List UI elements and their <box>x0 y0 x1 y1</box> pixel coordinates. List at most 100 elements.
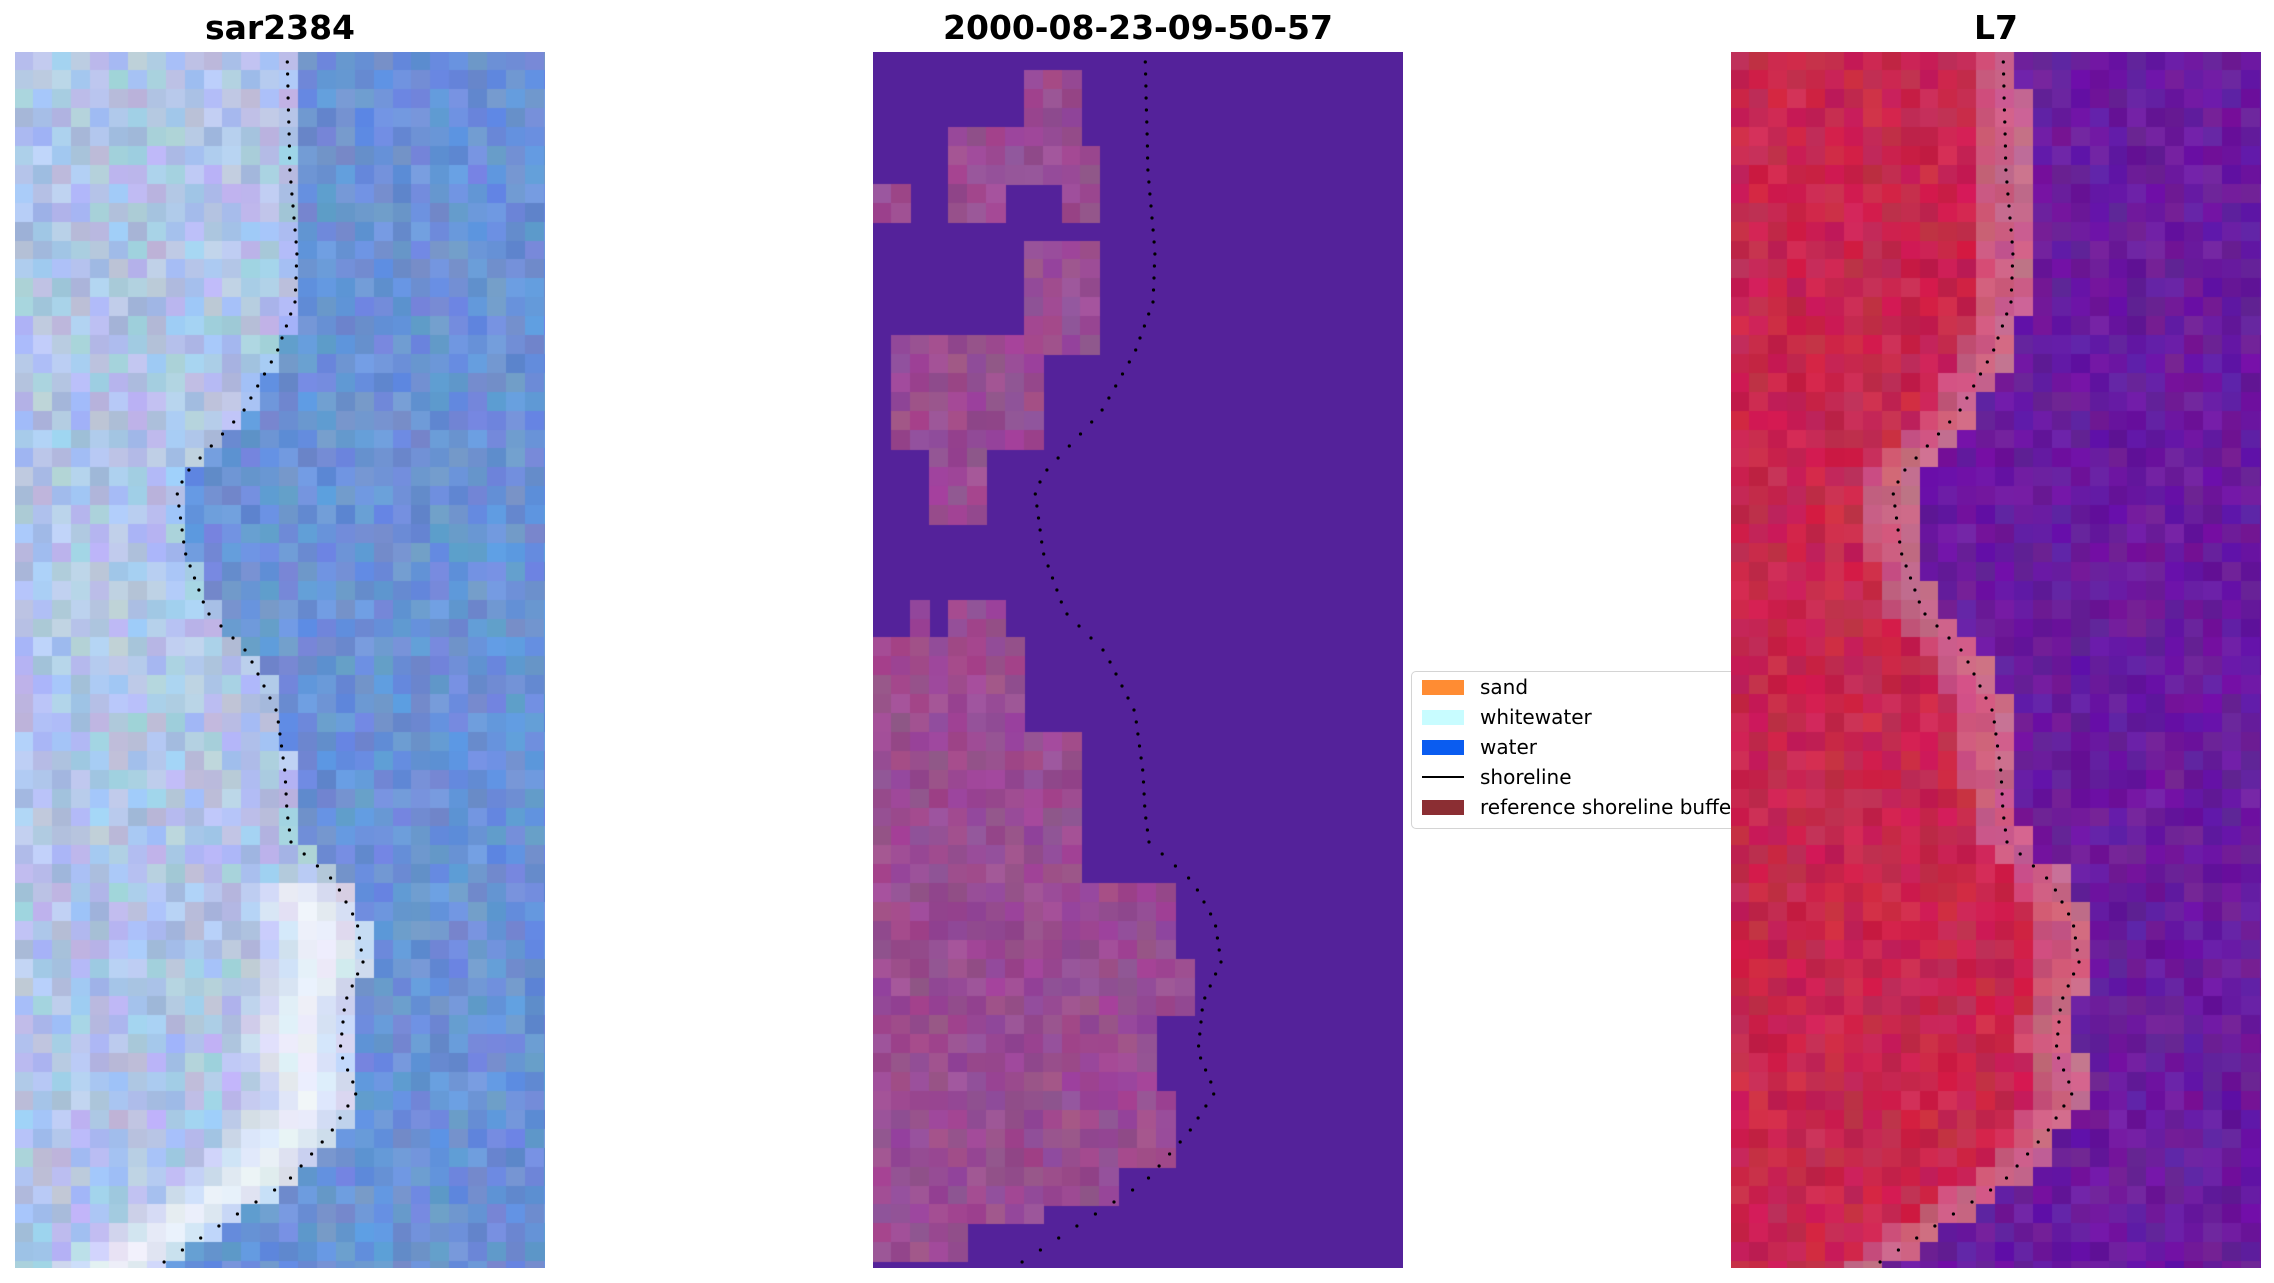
shoreline-point <box>354 1092 358 1096</box>
shoreline-point <box>1188 1128 1192 1132</box>
shoreline-point <box>290 192 294 196</box>
shoreline-point <box>2003 120 2007 124</box>
shoreline-point <box>1217 948 1221 952</box>
shoreline-point <box>1989 1188 1993 1192</box>
shoreline-point <box>288 1176 293 1180</box>
shoreline-point <box>1144 84 1148 88</box>
shoreline-point <box>1896 480 1900 484</box>
shoreline-point <box>1896 528 1900 532</box>
shoreline-point <box>293 228 297 232</box>
shoreline-point <box>1038 528 1042 532</box>
shoreline-point <box>197 588 201 592</box>
shoreline-point <box>1050 576 1055 580</box>
shoreline-point <box>1078 432 1083 436</box>
shoreline-point <box>1900 552 1904 556</box>
shoreline-point <box>2018 852 2022 856</box>
shoreline-point <box>2002 96 2006 100</box>
shoreline-point <box>283 768 287 772</box>
shoreline-point <box>1145 132 1149 136</box>
shoreline-point <box>1038 1248 1042 1252</box>
shoreline-point <box>1143 60 1147 64</box>
shoreline-point <box>1173 864 1177 868</box>
shoreline-point <box>286 84 290 88</box>
shoreline-point <box>187 468 191 472</box>
shoreline-point <box>274 708 278 712</box>
shoreline-point <box>1958 408 1962 412</box>
shoreline-point <box>1219 960 1223 964</box>
shoreline-point <box>1202 900 1206 904</box>
shoreline-point <box>1033 492 1037 496</box>
shoreline-point <box>2057 1020 2061 1024</box>
shoreline-point <box>1178 1140 1182 1144</box>
shoreline-point <box>1903 468 1907 472</box>
shoreline-point <box>279 744 284 748</box>
shoreline-point <box>1131 1188 1135 1192</box>
shoreline-point <box>286 108 290 112</box>
shoreline-point <box>2057 1056 2061 1060</box>
shoreline-point <box>175 492 179 496</box>
shoreline-point <box>1089 636 1093 640</box>
rgb-image <box>15 52 545 1268</box>
shoreline-point <box>315 864 319 868</box>
shoreline-point <box>1093 1212 1097 1216</box>
shoreline-point <box>1077 624 1081 628</box>
shoreline-point <box>1147 840 1151 844</box>
shoreline-point <box>299 1164 303 1168</box>
shoreline-points <box>162 60 365 1264</box>
shoreline-point <box>337 888 341 892</box>
shoreline-point <box>286 72 290 76</box>
legend-label: sand <box>1480 675 1529 699</box>
shoreline-point <box>291 204 295 208</box>
shoreline-point <box>2062 1104 2066 1108</box>
shoreline-point <box>302 852 306 856</box>
shoreline-point <box>2003 828 2007 832</box>
shoreline-point <box>1145 144 1149 148</box>
shoreline-point <box>1891 492 1895 496</box>
shoreline-point <box>1893 504 1897 508</box>
shoreline-point <box>2066 984 2070 988</box>
shoreline-point <box>359 948 363 952</box>
shoreline-point <box>2002 72 2006 76</box>
shoreline-point <box>1195 888 1199 892</box>
shoreline-point <box>1020 1260 1024 1264</box>
shoreline-point <box>2005 840 2009 844</box>
shoreline-point <box>289 312 293 316</box>
shoreline-point <box>286 816 290 820</box>
shoreline-point <box>1933 1224 1937 1228</box>
shoreline-point <box>1948 420 1952 424</box>
shoreline-point <box>284 324 288 328</box>
legend: sand whitewater water shoreline referenc… <box>1411 671 1731 829</box>
shoreline-point <box>1067 444 1071 448</box>
water-swatch <box>1422 739 1464 755</box>
shoreline-point <box>1056 456 1060 460</box>
shoreline-point <box>1138 336 1142 340</box>
shoreline-point <box>1984 696 1988 700</box>
shoreline-point <box>1970 1200 1974 1204</box>
shoreline-point <box>1878 1260 1882 1264</box>
shoreline-point <box>162 1260 166 1264</box>
shoreline-point <box>1126 696 1130 700</box>
shoreline-point <box>1908 576 1913 580</box>
shoreline-point <box>188 564 192 568</box>
shoreline-point <box>1996 336 2000 340</box>
shoreline-point <box>178 516 183 520</box>
shoreline-point <box>285 804 289 808</box>
shoreline-point <box>330 1128 334 1132</box>
shoreline-point <box>350 984 354 988</box>
shoreline-point <box>2053 888 2057 892</box>
shoreline-point <box>1992 348 1996 352</box>
shoreline-point <box>329 876 333 880</box>
shoreline-point <box>2031 864 2035 868</box>
shoreline-point <box>1151 288 1156 292</box>
shoreline-point <box>346 1068 350 1072</box>
shoreline-point <box>220 432 225 436</box>
shoreline-point <box>2072 924 2076 928</box>
shoreline-point <box>1120 372 1125 376</box>
shoreline-point <box>295 252 299 256</box>
shoreline-point <box>2005 180 2009 184</box>
shoreline-point <box>340 1032 344 1036</box>
shoreline-point <box>1959 648 1963 652</box>
shoreline-point <box>2067 1080 2071 1084</box>
shoreline-point <box>262 684 266 688</box>
shoreline-point <box>2036 1140 2040 1144</box>
